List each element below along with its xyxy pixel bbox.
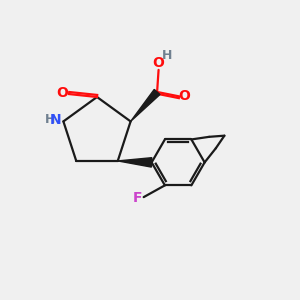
Text: O: O — [152, 56, 164, 70]
Text: H: H — [45, 112, 55, 126]
Text: F: F — [133, 191, 142, 205]
Text: O: O — [178, 89, 190, 103]
Text: O: O — [57, 86, 68, 100]
Polygon shape — [118, 158, 152, 167]
Polygon shape — [130, 89, 160, 122]
Text: H: H — [162, 49, 172, 62]
Text: N: N — [50, 112, 62, 127]
